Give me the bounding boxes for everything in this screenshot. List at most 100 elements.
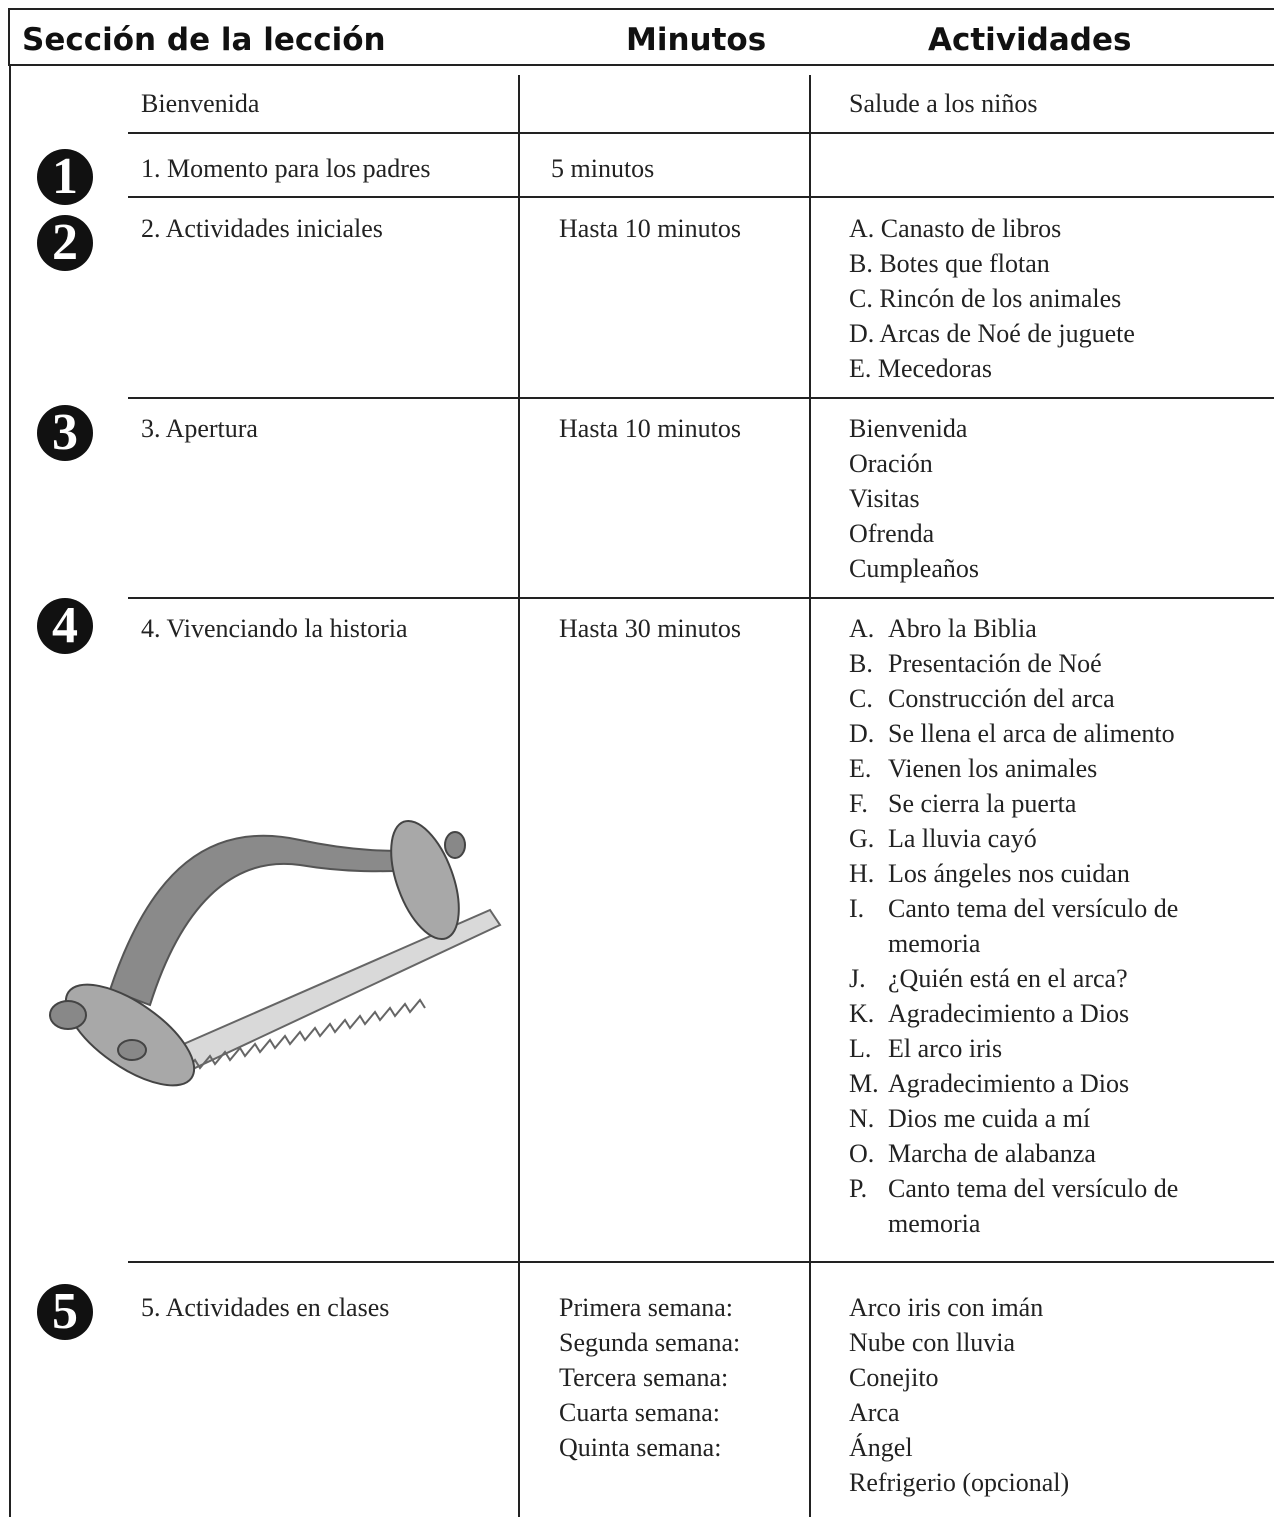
activity: Ofrenda [849,516,1209,551]
column-divider [518,75,520,1517]
activity-text: El arco iris [888,1034,1003,1063]
section-name: 3. Apertura [141,414,258,443]
section-name: 4. Vivenciando la historia [141,614,408,643]
header-border [8,8,10,65]
activity: Ángel [849,1430,1209,1465]
activity: I. Canto tema del versículo de memoria [849,891,1248,961]
activity: K. Agradecimiento a Dios [849,996,1248,1031]
activity-letter: G. [849,824,875,853]
activity-text: B. Botes que flotan [849,249,1050,278]
activity-list: Bienvenida Oración Visitas Ofrenda Cumpleaño… [849,411,1209,586]
activity-text: Marcha de alabanza [888,1139,1096,1168]
activity-text: Conejito [849,1363,939,1392]
activity-text: La lluvia cayó [888,824,1037,853]
row-divider [128,1261,1274,1263]
minutes: Segunda semana: [559,1328,741,1357]
activity: C. Rincón de los animales [849,281,1209,316]
section-name: 1. Momento para los padres [141,154,431,183]
activity: Arco iris con imán [849,1290,1209,1325]
activity-text: Arco iris con imán [849,1293,1044,1322]
section-name: 2. Actividades iniciales [141,214,383,243]
minutes: Primera semana: [559,1293,733,1322]
left-border [9,64,11,1517]
activity: Bienvenida [849,411,1209,446]
activity-letter: A. [849,614,875,643]
activity-text: Oración [849,449,933,478]
activity: Oración [849,446,1209,481]
activity-text: Canto tema del versículo de memoria [888,1174,1179,1238]
activity: L. El arco iris [849,1031,1248,1066]
activity: D. Arcas de Noé de juguete [849,316,1209,351]
activity-letter: L. [849,1034,872,1063]
activity-letter: D. [849,719,875,748]
activity-letter: E. [849,754,872,783]
activity-text: Se llena el arca de alimento [888,719,1175,748]
section-badge: 1 [37,149,93,205]
activity-letter: N. [849,1104,875,1133]
section-badge: 3 [37,405,93,461]
activity: Arca [849,1395,1209,1430]
activity: M. Agradecimiento a Dios [849,1066,1248,1101]
activity: P. Canto tema del versículo de memoria [849,1171,1248,1241]
activity-text: Ángel [849,1433,913,1462]
activity-text: Presentación de Noé [888,649,1102,678]
activity-list: Salude a los niños [849,86,1209,121]
activity: Nube con lluvia [849,1325,1209,1360]
minutes: Quinta semana: [559,1433,722,1462]
activity-letter: H. [849,859,875,888]
activity: B. Botes que flotan [849,246,1209,281]
activity-letter: I. [849,894,865,923]
activity: D. Se llena el arca de alimento [849,716,1248,751]
activity: A. Abro la Biblia [849,611,1248,646]
activity-text: Abro la Biblia [888,614,1037,643]
activity-letter: K. [849,999,875,1028]
activity: F. Se cierra la puerta [849,786,1248,821]
section-badge: 5 [37,1284,93,1340]
activity: N. Dios me cuida a mí [849,1101,1248,1136]
section-badge: 4 [37,598,93,654]
row-divider [128,132,1274,134]
minutes: Hasta 10 minutos [559,414,741,443]
activity-text: Ofrenda [849,519,935,548]
minutes: 5 minutos [551,154,655,183]
activity-text: Se cierra la puerta [888,789,1077,818]
header-border [8,64,1274,66]
activity: C. Construcción del arca [849,681,1248,716]
section-name: 5. Actividades en clases [141,1293,390,1322]
activity-letter: O. [849,1139,875,1168]
activity-text: Canto tema del versículo de memoria [888,894,1179,958]
activity-text: Agradecimiento a Dios [888,1069,1130,1098]
activity-list: A. Abro la Biblia B. Presentación de Noé C. C… [849,611,1248,1241]
header-cell: Minutos [626,22,767,58]
activity-text: A. Canasto de libros [849,214,1062,243]
activity-text: Refrigerio (opcional) [849,1468,1070,1497]
row-divider [128,196,1274,198]
row-divider [128,397,1274,399]
activity: A. Canasto de libros [849,211,1209,246]
activity-letter: C. [849,684,873,713]
activity-text: Los ángeles nos cuidan [888,859,1130,888]
minutes: Hasta 30 minutos [559,614,741,643]
activity-text: ¿Quién está en el arca? [888,964,1128,993]
activity-text: Visitas [849,484,920,513]
section-badge: 2 [37,215,93,271]
activity: E. Mecedoras [849,351,1209,386]
section-name: Bienvenida [141,89,260,118]
activity: Visitas [849,481,1209,516]
activity: O. Marcha de alabanza [849,1136,1248,1171]
activity: B. Presentación de Noé [849,646,1248,681]
saw-illustration [49,819,502,1087]
header-border [8,8,1274,10]
activity-list: A. Canasto de libros B. Botes que flotan C… [849,211,1209,386]
activity: G. La lluvia cayó [849,821,1248,856]
activity-text: Arca [849,1398,900,1427]
activity-text: Agradecimiento a Dios [888,999,1130,1028]
header-cell: Sección de la lección [22,22,386,58]
activity-letter: J. [849,964,866,993]
activity-letter: B. [849,649,873,678]
header-cell: Actividades [928,22,1132,58]
row-divider [128,597,1274,599]
activity-list: Arco iris con imán Nube con lluvia Conejit… [849,1290,1209,1500]
activity-text: Dios me cuida a mí [888,1104,1091,1133]
activity-text: Construcción del arca [888,684,1115,713]
